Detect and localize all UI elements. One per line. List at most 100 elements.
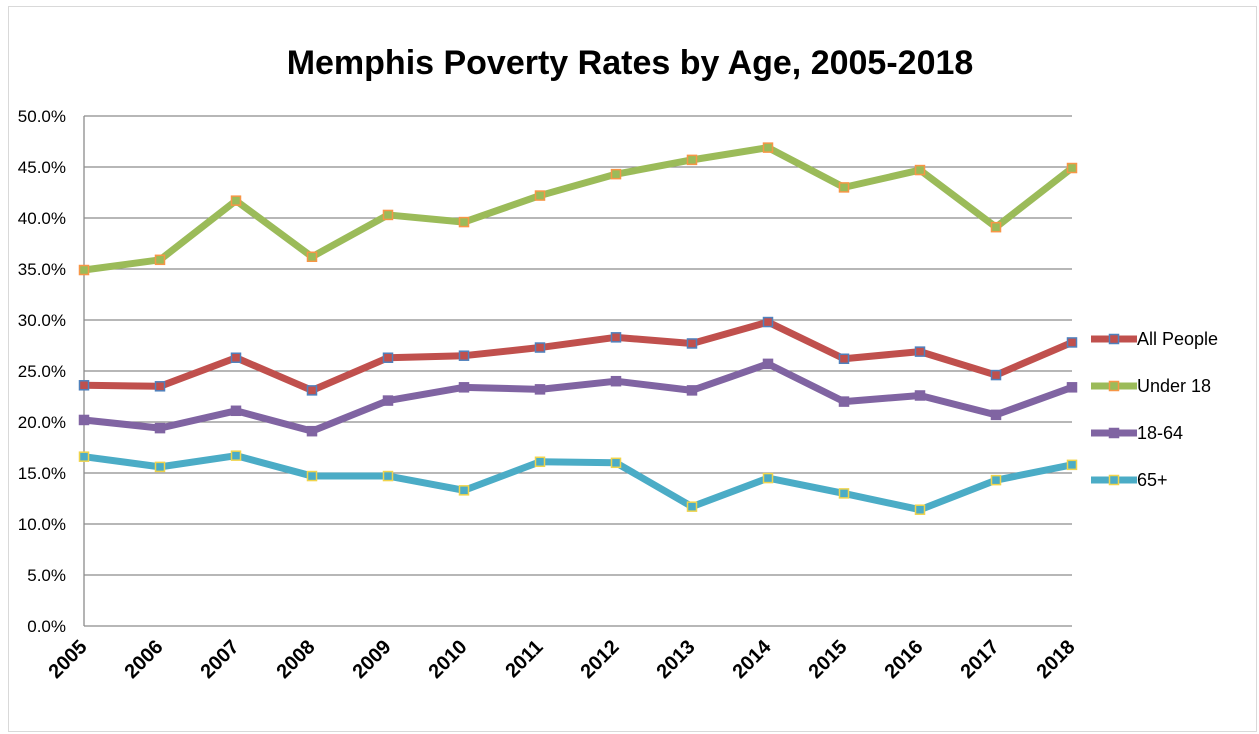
data-point [838, 353, 850, 365]
data-point [534, 190, 546, 201]
legend-entry: 65+ [1091, 470, 1168, 490]
data-point [686, 154, 698, 166]
y-tick-label: 35.0% [18, 260, 66, 279]
data-point [914, 346, 926, 357]
data-point [990, 369, 1002, 381]
y-tick-label: 0.0% [27, 617, 66, 636]
legend-marker [1108, 474, 1120, 486]
data-point [990, 409, 1002, 421]
data-point [990, 474, 1002, 486]
x-tick-label: 2012 [577, 636, 624, 683]
data-point [230, 352, 242, 363]
legend-entry: All People [1091, 329, 1218, 349]
data-point [762, 316, 774, 328]
y-tick-label: 25.0% [18, 362, 66, 381]
x-tick-label: 2008 [273, 636, 320, 683]
x-tick-label: 2013 [653, 636, 700, 683]
x-tick-label: 2014 [729, 635, 777, 683]
data-point [306, 251, 318, 263]
legend-label: 65+ [1137, 470, 1168, 490]
series-line [83, 318, 1074, 394]
data-point [686, 338, 698, 349]
legend-label: All People [1137, 329, 1218, 349]
data-point [610, 375, 622, 387]
y-tick-label: 50.0% [18, 107, 66, 126]
data-point [914, 390, 926, 401]
series-line [83, 360, 1074, 435]
data-point [762, 142, 774, 153]
data-point [230, 405, 242, 417]
x-tick-label: 2018 [1033, 636, 1080, 683]
x-tick-label: 2007 [197, 636, 244, 683]
data-point [838, 396, 850, 407]
chart-title: Memphis Poverty Rates by Age, 2005-2018 [287, 44, 974, 82]
data-point [686, 385, 698, 396]
y-tick-label: 20.0% [18, 413, 66, 432]
data-point [914, 504, 926, 515]
data-point [534, 342, 546, 353]
data-point [686, 501, 698, 512]
legend-marker [1108, 380, 1120, 392]
data-point [838, 182, 850, 193]
data-point [762, 472, 774, 484]
data-point [154, 381, 166, 392]
series-under-18 [78, 142, 1078, 276]
x-tick-label: 2005 [45, 636, 92, 683]
data-point [838, 488, 850, 499]
data-point [534, 456, 546, 468]
x-tick-label: 2017 [957, 636, 1004, 683]
data-point [1066, 162, 1078, 174]
series-all-people [78, 316, 1078, 396]
data-point [154, 422, 166, 434]
y-tick-label: 15.0% [18, 464, 66, 483]
data-point [78, 414, 90, 426]
chart-frame [8, 6, 1257, 732]
x-tick-label: 2016 [881, 636, 928, 683]
data-point [610, 168, 622, 180]
legend-entry: 18-64 [1091, 423, 1183, 443]
gridlines [83, 115, 1072, 627]
legend: All People Under 18 18-64 65+ [1091, 329, 1218, 490]
data-point [762, 358, 774, 370]
data-point [306, 470, 318, 482]
data-point [458, 485, 470, 496]
legend-label: Under 18 [1137, 376, 1211, 396]
legend-marker [1108, 427, 1120, 439]
legend-marker [1108, 333, 1120, 345]
x-tick-label: 2009 [349, 636, 396, 683]
x-tick-label: 2011 [501, 636, 547, 682]
data-point [610, 332, 622, 343]
data-point [990, 221, 1002, 233]
data-point [534, 384, 546, 395]
data-point [382, 209, 394, 221]
data-point [154, 461, 166, 473]
series-65- [78, 450, 1078, 515]
y-tick-label: 30.0% [18, 311, 66, 330]
y-axis-ticks: 0.0% 5.0% 10.0% 15.0% 20.0% 25.0% 30.0% 35.0% 40… [18, 107, 66, 636]
series-lines [78, 142, 1078, 515]
data-point [1066, 459, 1078, 471]
data-point [610, 457, 622, 469]
data-point [458, 350, 470, 361]
data-point [154, 254, 166, 266]
y-tick-label: 45.0% [18, 158, 66, 177]
x-tick-label: 2006 [121, 636, 168, 683]
data-point [382, 395, 394, 406]
series-line [83, 144, 1075, 274]
data-point [78, 451, 90, 462]
data-point [1066, 382, 1078, 393]
data-point [230, 450, 242, 461]
x-tick-label: 2010 [425, 636, 472, 683]
data-point [78, 380, 90, 391]
data-point [382, 352, 394, 363]
y-tick-label: 10.0% [18, 515, 66, 534]
data-point [458, 382, 470, 393]
legend-entry: Under 18 [1091, 376, 1211, 396]
series-18-64 [78, 358, 1078, 437]
x-axis-ticks: 2005 2006 2007 2008 2009 2010 2011 2012 2013 2014… [45, 635, 1080, 683]
y-tick-label: 40.0% [18, 209, 66, 228]
data-point [306, 385, 318, 396]
data-point [914, 164, 926, 176]
data-point [458, 216, 470, 228]
